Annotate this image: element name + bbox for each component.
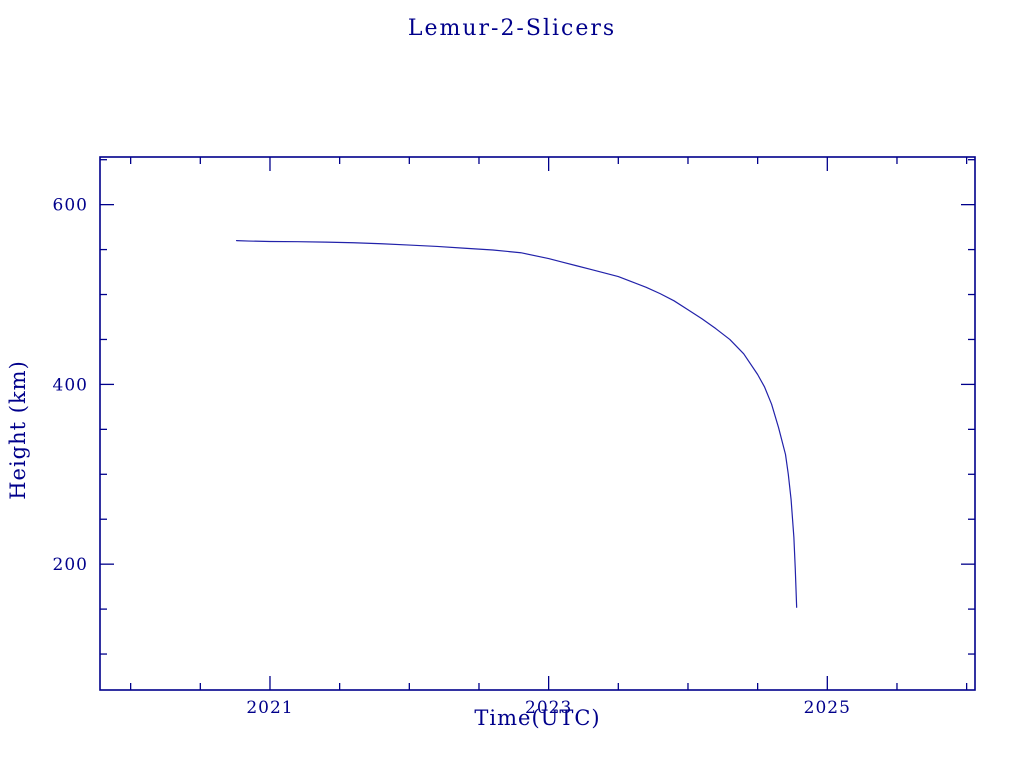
svg-text:2023: 2023 <box>525 698 572 718</box>
data-line <box>235 239 798 608</box>
x-ticks <box>130 157 968 690</box>
svg-text:2025: 2025 <box>804 698 851 718</box>
svg-text:2021: 2021 <box>246 698 293 718</box>
y-tick-labels: 200 400 600 <box>53 196 88 576</box>
plot-frame <box>99 156 976 691</box>
x-axis-label: Time(UTC) <box>474 706 601 730</box>
svg-text:400: 400 <box>53 375 88 395</box>
svg-text:200: 200 <box>53 555 88 575</box>
y-ticks <box>100 159 975 655</box>
x-tick-labels: 2021 2023 2025 <box>246 698 851 718</box>
chart-title: Lemur-2-Slicers <box>407 16 617 41</box>
svg-text:600: 600 <box>53 196 88 216</box>
